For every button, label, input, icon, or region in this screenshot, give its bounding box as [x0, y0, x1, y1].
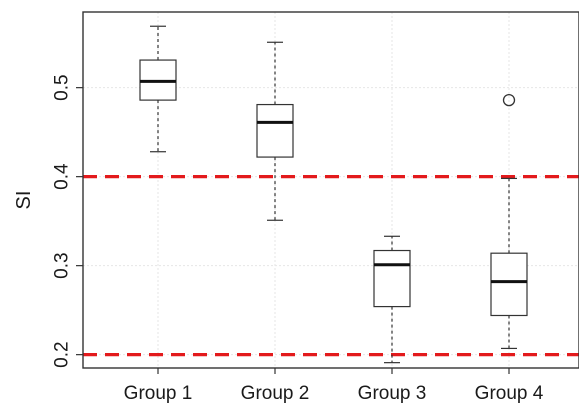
box-iqr	[373, 249, 411, 308]
boxes	[139, 25, 528, 364]
outlier-point-0	[502, 93, 516, 107]
y-tick-label-1: 0.3	[52, 252, 73, 278]
y-tick-label-2: 0.4	[52, 163, 73, 190]
box-iqr	[490, 252, 528, 317]
x-tick-label-1: Group 2	[241, 383, 310, 404]
reference-lines	[83, 175, 579, 357]
x-tick-label-0: Group 1	[124, 383, 193, 404]
box-group-4	[490, 93, 528, 350]
y-axis-ticks: 0.2 0.3 0.4 0.5	[52, 74, 83, 368]
x-tick-label-3: Group 4	[475, 383, 544, 404]
box-iqr	[256, 103, 294, 158]
box-group-1	[139, 25, 177, 153]
y-tick-label-0: 0.2	[52, 341, 73, 367]
x-axis-ticks: Group 1 Group 2 Group 3 Group 4	[124, 368, 544, 404]
x-tick-label-2: Group 3	[358, 383, 427, 404]
box-group-2	[256, 41, 294, 221]
y-axis-title: SI	[13, 191, 35, 210]
plot-frame	[82, 11, 579, 369]
box-group-3	[373, 235, 411, 364]
y-tick-label-3: 0.5	[52, 74, 73, 100]
